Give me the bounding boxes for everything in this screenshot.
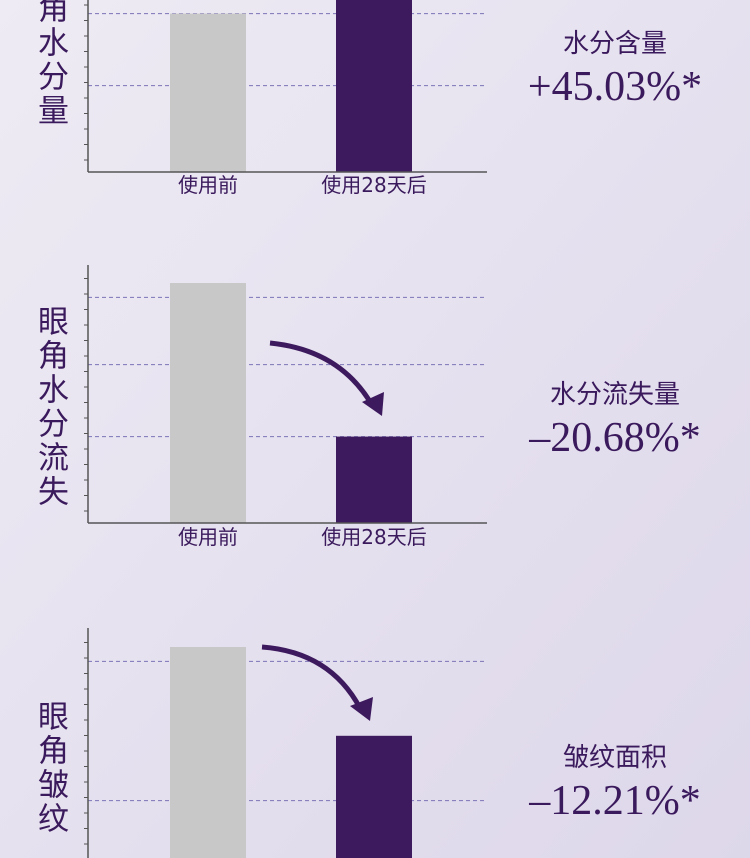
- annotation-title: 水分含量: [563, 29, 667, 59]
- bar: [336, 0, 412, 172]
- bar: [170, 13, 246, 172]
- x-tick-label: 使用28天后: [321, 525, 426, 549]
- annotation-value: –12.21%*: [528, 778, 701, 824]
- bar: [336, 735, 412, 858]
- y-axis-label: 角水分量: [32, 0, 68, 128]
- x-tick-label: 使用28天后: [321, 173, 426, 197]
- arrow-head: [362, 392, 384, 416]
- annotation-value: +45.03%*: [528, 64, 702, 110]
- annotation-title: 水分流失量: [550, 380, 680, 410]
- annotation-title: 皱纹面积: [563, 743, 667, 773]
- y-axis-label: 眼角水分流失: [32, 305, 68, 509]
- arrow: [261, 644, 363, 710]
- x-tick-label: 使用前: [178, 525, 238, 549]
- x-tick-label: 使用前: [178, 173, 238, 197]
- bar: [336, 436, 412, 523]
- bar: [170, 283, 246, 523]
- bar: [170, 647, 246, 858]
- arrow-head: [350, 697, 373, 721]
- y-axis-label: 眼角皱纹: [32, 700, 69, 836]
- arrow: [269, 340, 375, 407]
- annotation-value: –20.68%*: [528, 415, 701, 461]
